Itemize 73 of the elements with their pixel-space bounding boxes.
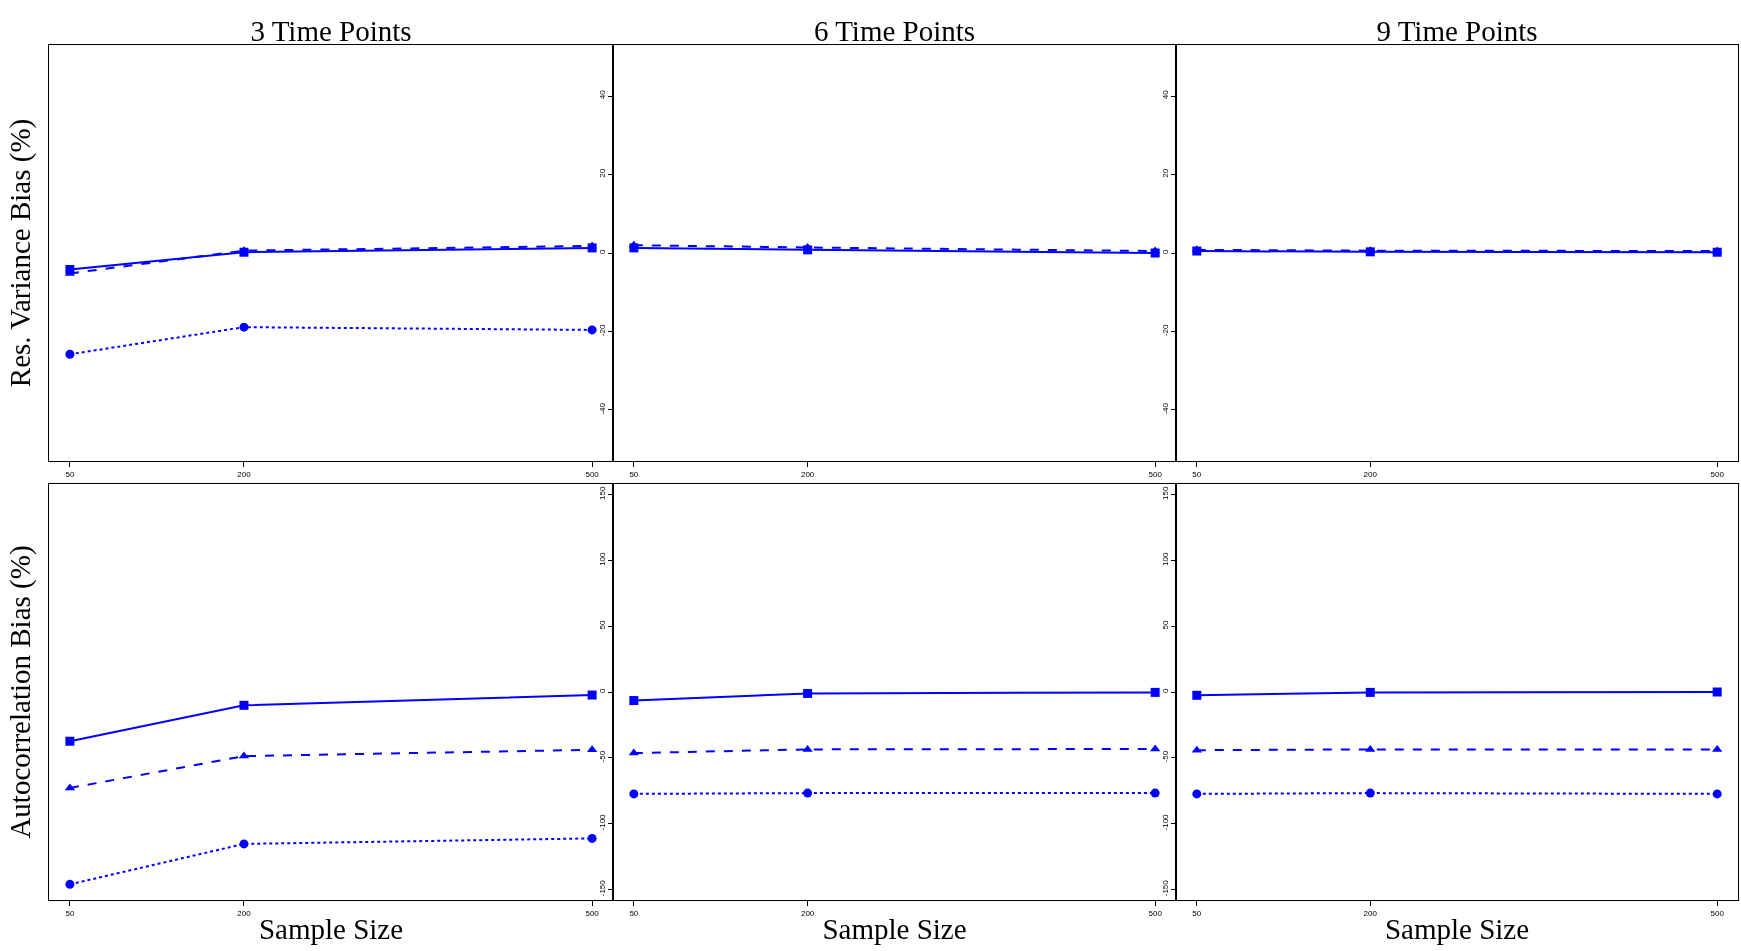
y-tick-label: 0 <box>597 249 607 255</box>
y-axis-title: Res. Variance Bias (%) <box>4 118 38 388</box>
y-tick-label: -100 <box>1160 813 1170 831</box>
x-tick-label: 200 <box>1363 469 1378 479</box>
point <box>587 833 597 843</box>
point <box>1712 687 1722 697</box>
point <box>802 744 813 752</box>
y-axis-title: Autocorrelation Bias (%) <box>4 545 38 839</box>
y-tick-label: 50 <box>597 619 607 630</box>
x-axis-title: Sample Size <box>822 913 967 946</box>
y-tick-label: 50 <box>1160 619 1170 630</box>
chart-title: 9 Time Points <box>1376 15 1538 47</box>
point <box>1150 788 1160 798</box>
x-tick-label: 500 <box>1148 469 1163 479</box>
point <box>239 322 249 332</box>
y-tick-label: -50 <box>597 750 607 763</box>
y-tick-label: 0 <box>597 688 607 694</box>
y-tick-label: 150 <box>597 486 607 501</box>
x-tick-label: 500 <box>1710 908 1725 918</box>
point <box>803 688 813 698</box>
x-tick-label: 50 <box>65 908 75 918</box>
x-tick-label: 50 <box>1192 908 1202 918</box>
y-tick-label: 40 <box>597 89 607 100</box>
y-tick-label: 20 <box>597 168 607 178</box>
chart-title: 6 Time Points <box>813 15 976 47</box>
x-tick-label: 50 <box>1192 469 1202 479</box>
y-tick-label: 100 <box>597 551 607 566</box>
point <box>239 700 249 710</box>
y-tick-label: -20 <box>597 323 607 337</box>
x-tick-label: 200 <box>800 908 815 918</box>
point <box>629 789 639 799</box>
x-axis-title: Sample Size <box>258 913 404 946</box>
point <box>1365 687 1375 697</box>
point <box>1365 744 1376 752</box>
x-tick-label: 200 <box>237 469 252 479</box>
point <box>587 325 597 335</box>
x-tick-label: 500 <box>585 469 600 479</box>
point <box>1712 789 1722 799</box>
point <box>1192 690 1202 700</box>
y-tick-label: 150 <box>1160 486 1170 501</box>
point <box>239 839 249 849</box>
point <box>1150 687 1160 697</box>
y-tick-label: -150 <box>597 879 607 897</box>
y-tick-label: -40 <box>1160 402 1170 415</box>
point <box>1365 788 1375 798</box>
point <box>803 788 813 798</box>
x-tick-label: 500 <box>1148 908 1163 918</box>
y-tick-label: 40 <box>1160 89 1170 100</box>
y-tick-label: 20 <box>1160 168 1170 178</box>
y-tick-label: -20 <box>1160 323 1170 337</box>
x-axis-title: Sample Size <box>1384 913 1530 946</box>
x-tick-label: 50 <box>629 908 639 918</box>
y-tick-label: -150 <box>1160 879 1170 897</box>
y-tick-label: -40 <box>597 402 607 415</box>
x-tick-label: 200 <box>237 908 252 918</box>
x-tick-label: 500 <box>1710 469 1725 479</box>
x-tick-label: 200 <box>1363 908 1378 918</box>
x-tick-label: 500 <box>585 908 600 918</box>
x-tick-label: 50 <box>629 469 639 479</box>
point <box>1192 789 1202 799</box>
y-tick-label: 0 <box>1160 249 1170 255</box>
chart-title: 3 Time Points <box>250 15 412 47</box>
point <box>65 879 75 889</box>
point <box>65 736 75 746</box>
y-tick-label: 100 <box>1160 551 1170 566</box>
y-tick-label: 0 <box>1160 688 1170 694</box>
x-tick-label: 200 <box>800 469 815 479</box>
point <box>65 349 75 359</box>
point <box>587 690 597 700</box>
x-tick-label: 50 <box>65 469 75 479</box>
point <box>629 696 639 706</box>
y-tick-label: -100 <box>597 813 607 831</box>
y-tick-label: -50 <box>1160 750 1170 763</box>
